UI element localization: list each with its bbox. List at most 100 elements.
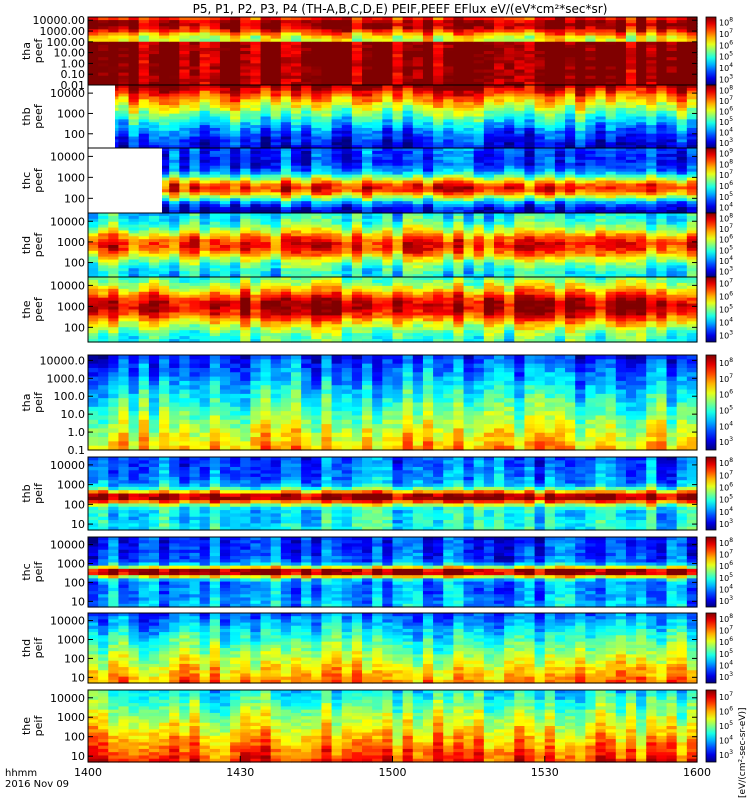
spectrogram-cell: [138, 38, 150, 43]
spectrogram-cell: [199, 75, 211, 80]
spectrogram-cell: [88, 78, 99, 83]
spectrogram-cell: [179, 57, 191, 61]
spectrogram-cell: [199, 41, 211, 46]
spectrogram-cell: [118, 72, 130, 77]
spectrogram-cell: [179, 78, 191, 83]
spectrogram-cell: [118, 75, 130, 80]
spectrogram-cell: [98, 51, 109, 55]
spectrogram-cell: [88, 81, 99, 86]
spectrogram-cell: [179, 29, 191, 34]
spectrogram-cell: [98, 26, 109, 30]
spectrogram-cell: [88, 17, 99, 21]
spectrogram-cell: [128, 69, 140, 74]
spectrogram-cell: [209, 54, 221, 58]
spectrogram-cell: [138, 63, 150, 68]
spectrogram-cell: [128, 32, 140, 37]
spectrogram-cell: [138, 66, 150, 71]
colorbar-tick-label: 104: [719, 202, 733, 213]
spectrogram-cell: [179, 66, 191, 71]
spectrogram-cell: [108, 41, 120, 46]
spectrogram-cell: [118, 17, 130, 21]
spectrogram-cell: [108, 75, 120, 80]
spectrogram-cell: [98, 17, 109, 21]
spectrogram-cell: [138, 69, 150, 74]
spectrogram-cell: [88, 75, 99, 80]
panel-group: 10000.001000.00100.0010.001.000.100.01th…: [20, 14, 733, 763]
spectrogram-cell: [189, 47, 201, 52]
spectrogram-cell: [169, 57, 180, 61]
spectrogram-cell: [169, 63, 180, 68]
spectrogram-cell: [199, 35, 211, 40]
spectrogram-cell: [88, 41, 99, 46]
spectrogram-cell: [98, 81, 109, 86]
spectrogram-cell: [199, 54, 211, 58]
spectrogram-cell: [148, 63, 160, 68]
spectrogram-cell: [159, 63, 170, 68]
spectrogram-cell: [108, 72, 120, 77]
spectrogram-cell: [199, 23, 211, 27]
spectrogram-cell: [169, 54, 180, 58]
spectrogram-cell: [108, 23, 120, 27]
spectrogram-cell: [128, 38, 140, 43]
spectrogram-cell: [88, 32, 99, 37]
spectrogram-cell: [199, 32, 211, 37]
spectrogram-cell: [98, 44, 109, 49]
spectrogram-cell: [159, 23, 170, 27]
spectrogram-cell: [189, 35, 201, 40]
ytick-label: 100: [64, 128, 85, 141]
spectrogram-cell: [189, 54, 201, 58]
colorbar-tick-label: 109: [719, 147, 733, 158]
spectrogram-cell: [148, 20, 160, 24]
spectrogram-cell: [169, 66, 180, 71]
spectrogram-cell: [159, 75, 170, 80]
spectrogram-cell: [98, 72, 109, 77]
spectrogram-cell: [209, 17, 221, 21]
spectrogram-cell: [189, 20, 201, 24]
spectrogram-cell: [159, 66, 170, 71]
spectrogram-cell: [108, 66, 120, 71]
spectrogram-cell: [148, 38, 160, 43]
spectrogram-cell: [118, 20, 130, 24]
spectrogram-cell: [159, 47, 170, 52]
spectrogram-cell: [148, 32, 160, 37]
spectrogram-cell: [209, 35, 221, 40]
spectrogram-cell: [128, 72, 140, 77]
spectrogram-cell: [138, 54, 150, 58]
spectrogram-cell: [88, 66, 99, 71]
spectrogram-cell: [209, 63, 221, 68]
spectrogram-cell: [148, 51, 160, 55]
spectrogram-cell: [159, 57, 170, 61]
spectrogram-cell: [98, 75, 109, 80]
spectrogram-cell: [108, 44, 120, 49]
spectrogram-cell: [148, 47, 160, 52]
spectrogram-cell: [108, 54, 120, 58]
spectrogram-cell: [189, 32, 201, 37]
spectrogram-cell: [159, 38, 170, 43]
spectrogram-cell: [199, 69, 211, 74]
spectrogram-cell: [138, 47, 150, 52]
spectrogram-cell: [148, 17, 160, 21]
spectrogram-cell: [179, 54, 191, 58]
spectrogram-cell: [179, 47, 191, 52]
spectrogram-cell: [159, 41, 170, 46]
colorbar-tick-label: 105: [719, 51, 733, 62]
spectrogram-cell: [128, 20, 140, 24]
spectrogram-cell: [148, 35, 160, 40]
spectrogram-cell: [209, 47, 221, 52]
ytick-label: 1000: [57, 107, 85, 120]
panel-ylabel-product: peef: [32, 167, 45, 193]
spectrogram-cell: [148, 75, 160, 80]
spectrogram-cell: [118, 57, 130, 61]
spectrogram-cell: [118, 44, 130, 49]
spectrogram-cell: [148, 54, 160, 58]
spectrogram-cell: [138, 23, 150, 27]
spectrogram-cell: [189, 17, 201, 21]
spectrogram-cell: [179, 17, 191, 21]
spectrogram-cell: [88, 63, 99, 68]
spectrogram-cell: [159, 81, 170, 86]
spectrogram-cell: [179, 32, 191, 37]
spectrogram-cell: [118, 26, 130, 30]
spectrogram-cell: [209, 60, 221, 64]
spectrogram-cell: [189, 78, 201, 83]
